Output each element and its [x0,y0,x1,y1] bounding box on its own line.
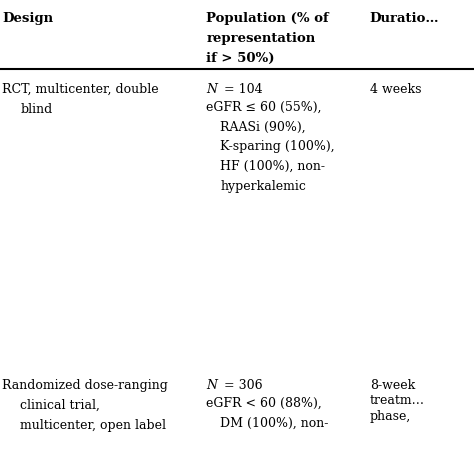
Text: clinical trial,: clinical trial, [20,399,100,412]
Text: Randomized dose-ranging: Randomized dose-ranging [2,379,168,392]
Text: N: N [206,379,217,392]
Text: representation: representation [206,32,315,45]
Text: Population (% of: Population (% of [206,12,329,25]
Text: RAASi (90%),: RAASi (90%), [220,120,306,133]
Text: phase,: phase, [370,410,411,422]
Text: if > 50%): if > 50%) [206,52,275,64]
Text: DM (100%), non-: DM (100%), non- [220,417,329,429]
Text: Design: Design [2,12,54,25]
Text: = 104: = 104 [220,83,263,96]
Text: 8-week: 8-week [370,379,415,392]
Text: = 306: = 306 [220,379,263,392]
Text: HF (100%), non-: HF (100%), non- [220,160,326,173]
Text: K-sparing (100%),: K-sparing (100%), [220,140,335,153]
Text: eGFR ≤ 60 (55%),: eGFR ≤ 60 (55%), [206,100,322,113]
Text: Duratio…: Duratio… [370,12,439,25]
Text: RCT, multicenter, double: RCT, multicenter, double [2,83,159,96]
Text: eGFR < 60 (88%),: eGFR < 60 (88%), [206,397,322,410]
Text: multicenter, open label: multicenter, open label [20,419,166,432]
Text: treatm…: treatm… [370,394,425,407]
Text: N: N [206,83,217,96]
Text: 4 weeks: 4 weeks [370,83,421,96]
Text: blind: blind [20,103,53,116]
Text: hyperkalemic: hyperkalemic [220,180,306,193]
